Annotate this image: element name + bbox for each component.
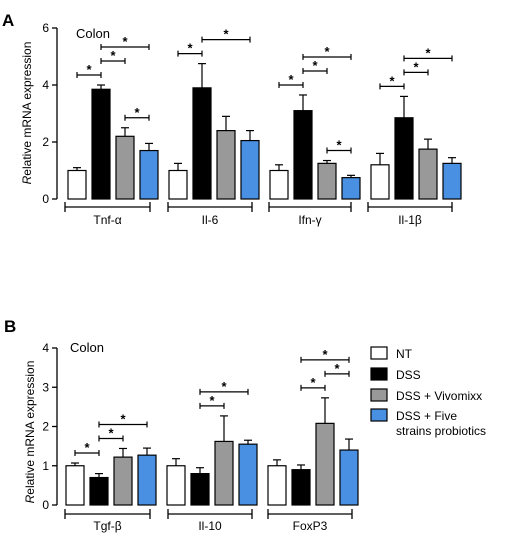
panel-a-y-tick-label: 2	[42, 135, 49, 149]
panel-b-sig-star-0-2: *	[120, 411, 126, 426]
panel-b-y-axis-label-rest: elative mRNA expression	[23, 361, 37, 495]
panel-a-sig-star-2-0: *	[288, 72, 294, 87]
panel-b-sig-star-2-2: *	[322, 347, 328, 362]
panel-b-y-tick-label: 3	[42, 380, 49, 394]
panel-b-y-tick-label: 1	[42, 459, 49, 473]
panel-a-bar-2-0	[269, 169, 289, 200]
panel-a-sig-star-2-1: *	[312, 58, 318, 73]
panel-b-sig-star-2-0: *	[310, 375, 316, 390]
panel-a-sig-star-3-0: *	[389, 73, 395, 88]
panel-a-category-label-2: Ifn-γ	[298, 213, 321, 227]
panel-a-sig-star-3-2: *	[425, 45, 431, 60]
panel-a-category-label-3: Il-1β	[398, 213, 422, 227]
panel-b-plot: 0 1 2 3 4 * * * Tgf-β * * Il-10 * * * FoxP3	[42, 341, 359, 533]
panel-a-y-tick-label: 0	[42, 192, 49, 206]
panel-b-y-tick-label: 0	[42, 498, 49, 512]
panel-a-sig-star-1-1: *	[223, 27, 229, 42]
panel-b-bar-1-0	[166, 465, 186, 506]
legend-label-five-strains-line2: strains probiotics	[396, 424, 486, 438]
panel-a-y-tick-label: 4	[42, 78, 49, 92]
panel-a-bar-3-2	[418, 148, 438, 200]
panel-a-sig-star-0-3: *	[134, 105, 140, 120]
panel-a-bar-1-2	[216, 130, 236, 200]
panel-a-bar-1-0	[168, 169, 188, 200]
panel-a-bar-2-1	[293, 110, 313, 200]
panel-b-y-tick-label: 2	[42, 420, 49, 434]
panel-b-sig-star-0-0: *	[84, 440, 90, 455]
panel-b-sig-star-0-1: *	[108, 425, 114, 440]
legend-label-five-strains: DSS + Five	[396, 409, 457, 423]
panel-a-bar-2-3	[341, 177, 361, 200]
panel-b-category-label-0: Tgf-β	[93, 519, 121, 533]
panel-a-sig-star-0-2: *	[122, 34, 128, 49]
panel-a-sig-star-2-3: *	[336, 138, 342, 153]
panel-b-bar-1-1	[190, 473, 210, 506]
panel-a-y-axis-label-rest: elative mRNA expression	[20, 42, 34, 176]
panel-b-bar-2-0	[267, 465, 287, 506]
panel-a-bar-1-1	[192, 87, 212, 200]
panel-a-bar-0-2	[115, 135, 135, 200]
panel-a-sig-star-2-2: *	[324, 44, 330, 59]
panel-a-bar-0-0	[67, 169, 87, 200]
panel-b-bar-0-3	[137, 454, 157, 506]
panel-b-category-label-2: FoxP3	[293, 519, 328, 533]
legend-swatch-five-strains	[370, 408, 388, 422]
legend-label-dss: DSS	[396, 368, 421, 382]
panel-b-bar-2-3	[339, 449, 359, 506]
panel-b-sig-star-1-1: *	[221, 379, 227, 394]
panel-a-bar-3-0	[370, 164, 390, 200]
panel-a-bar-3-3	[442, 162, 462, 200]
panel-b-tissue-label: Colon	[70, 340, 104, 355]
panel-a-sig-star-1-0: *	[187, 41, 193, 56]
panel-a-y-axis-label: Relative mRNA expression	[20, 42, 34, 185]
legend-label-nt: NT	[396, 347, 413, 361]
panel-b-letter: B	[4, 317, 16, 336]
panel-a-category-label-0: Tnf-α	[93, 213, 121, 227]
panel-a-bar-3-1	[394, 117, 414, 200]
legend-swatch-dss	[370, 367, 388, 381]
panel-b-sig-star-2-1: *	[334, 361, 340, 376]
panel-a-bar-0-1	[91, 88, 111, 200]
panel-b-y-axis-label-italic: R	[23, 494, 37, 503]
panel-b-y-tick-label: 4	[42, 341, 49, 355]
panel-a-sig-star-0-0: *	[86, 62, 92, 77]
panel-a-y-tick-label: 6	[42, 21, 49, 35]
panel-a-sig-star-3-1: *	[413, 59, 419, 74]
panel-a-bar-2-2	[317, 162, 337, 200]
panel-b-bar-0-0	[65, 465, 85, 506]
panel-b-sig-star-1-0: *	[209, 393, 215, 408]
legend-label-vivomixx: DSS + Vivomixx	[396, 389, 482, 403]
panel-a-tissue-label: Colon	[76, 26, 110, 41]
legend: NT DSS DSS + Vivomixx DSS + Five strains…	[370, 346, 486, 438]
panel-a-letter: A	[2, 11, 14, 30]
panel-b-bar-1-3	[238, 443, 258, 506]
panel-a-plot: 0 2 4 6 * * * * Tnf-α * * Il-6 * * * * Ifn-γ * * * Il-1β	[42, 21, 462, 227]
panel-b-bar-2-2	[315, 422, 335, 506]
panel-b-category-label-1: Il-10	[198, 519, 222, 533]
panel-b-bar-0-1	[89, 476, 109, 506]
panel-b-bar-1-2	[214, 440, 234, 506]
panel-b-bar-2-1	[291, 469, 311, 506]
legend-swatch-vivomixx	[370, 388, 388, 402]
panel-a-sig-star-0-1: *	[110, 48, 116, 63]
panel-a-y-axis-label-italic: R	[20, 175, 34, 184]
panel-b-y-axis-label: Relative mRNA expression	[23, 361, 37, 504]
panel-b-bar-0-2	[113, 456, 133, 506]
panel-a-bar-1-3	[240, 139, 260, 200]
panel-a-category-label-1: Il-6	[202, 213, 219, 227]
legend-swatch-nt	[370, 346, 388, 360]
panel-a-bar-0-3	[139, 149, 159, 200]
